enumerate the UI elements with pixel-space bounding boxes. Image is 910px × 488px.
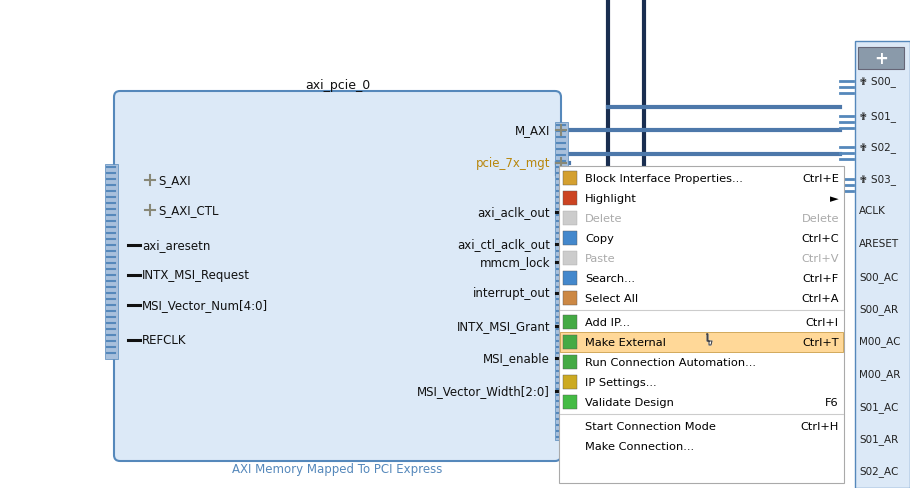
- Text: axi_aclk_out: axi_aclk_out: [478, 206, 550, 219]
- Text: Make External: Make External: [585, 337, 666, 347]
- Text: ARESET: ARESET: [859, 239, 899, 248]
- Bar: [563, 355, 577, 369]
- Text: mmcm_lock: mmcm_lock: [480, 256, 550, 269]
- Text: Add IP...: Add IP...: [585, 317, 630, 327]
- Text: Search...: Search...: [585, 273, 635, 284]
- Text: Highlight: Highlight: [585, 194, 637, 203]
- Text: axi_ctl_aclk_out: axi_ctl_aclk_out: [457, 238, 550, 251]
- Text: Ctrl+A: Ctrl+A: [802, 293, 839, 304]
- Text: ✟ S01_: ✟ S01_: [859, 111, 896, 122]
- Text: S_AXI: S_AXI: [158, 174, 190, 187]
- Polygon shape: [707, 334, 712, 346]
- Text: M_AXI: M_AXI: [515, 124, 550, 137]
- FancyBboxPatch shape: [114, 92, 561, 461]
- Bar: [563, 172, 577, 185]
- Text: pcie_7x_mgt: pcie_7x_mgt: [476, 157, 550, 170]
- Text: interrupt_out: interrupt_out: [472, 287, 550, 300]
- Text: ✟ S00_: ✟ S00_: [859, 77, 895, 87]
- Bar: [560, 332, 843, 352]
- Text: M00_AC: M00_AC: [859, 336, 901, 347]
- Text: Ctrl+T: Ctrl+T: [803, 337, 839, 347]
- Bar: [563, 212, 577, 225]
- Bar: [105, 164, 118, 359]
- Bar: [855, 42, 910, 488]
- Text: F6: F6: [825, 397, 839, 407]
- Text: S00_AC: S00_AC: [859, 272, 898, 283]
- Text: REFCLK: REFCLK: [142, 334, 187, 347]
- Text: INTX_MSI_Request: INTX_MSI_Request: [142, 269, 250, 282]
- Text: Select All: Select All: [585, 293, 638, 304]
- Text: Start Connection Mode: Start Connection Mode: [585, 421, 716, 431]
- Bar: [563, 375, 577, 389]
- Text: Validate Design: Validate Design: [585, 397, 674, 407]
- Text: S_AXI_CTL: S_AXI_CTL: [158, 204, 218, 217]
- Text: Make Connection...: Make Connection...: [585, 441, 694, 451]
- Text: Delete: Delete: [585, 214, 622, 224]
- Text: axi_aresetn: axi_aresetn: [142, 239, 210, 252]
- Text: INTX_MSI_Grant: INTX_MSI_Grant: [457, 320, 550, 333]
- Bar: [563, 271, 577, 285]
- Text: S01_AC: S01_AC: [859, 402, 898, 413]
- Text: ✟ S03_: ✟ S03_: [859, 174, 896, 185]
- Bar: [563, 291, 577, 305]
- Bar: [563, 192, 577, 205]
- Bar: [563, 315, 577, 329]
- Text: AXI Memory Mapped To PCI Express: AXI Memory Mapped To PCI Express: [232, 463, 442, 475]
- Text: Ctrl+C: Ctrl+C: [802, 234, 839, 244]
- Text: Paste: Paste: [585, 253, 616, 264]
- Bar: [559, 167, 844, 483]
- Text: S02_AC: S02_AC: [859, 466, 898, 476]
- Text: MSI_enable: MSI_enable: [483, 352, 550, 365]
- Bar: [563, 395, 577, 409]
- Text: Ctrl+F: Ctrl+F: [803, 273, 839, 284]
- Text: ACLK: ACLK: [859, 205, 885, 216]
- Text: Run Connection Automation...: Run Connection Automation...: [585, 357, 756, 367]
- Text: Block Interface Properties...: Block Interface Properties...: [585, 174, 743, 183]
- Text: Delete: Delete: [802, 214, 839, 224]
- Text: M00_AR: M00_AR: [859, 369, 900, 380]
- Text: Ctrl+E: Ctrl+E: [802, 174, 839, 183]
- Text: Ctrl+H: Ctrl+H: [801, 421, 839, 431]
- Text: ✟ S02_: ✟ S02_: [859, 142, 896, 153]
- Bar: [563, 335, 577, 349]
- Bar: [555, 123, 568, 440]
- Text: IP Settings...: IP Settings...: [585, 377, 657, 387]
- Text: +: +: [875, 50, 888, 68]
- Text: axi_pcie_0: axi_pcie_0: [305, 80, 370, 92]
- Text: MSI_Vector_Num[4:0]: MSI_Vector_Num[4:0]: [142, 299, 268, 312]
- Bar: [858, 48, 904, 70]
- Text: S01_AR: S01_AR: [859, 434, 898, 445]
- Bar: [563, 251, 577, 265]
- Text: MSI_Vector_Width[2:0]: MSI_Vector_Width[2:0]: [417, 385, 550, 398]
- Text: S00_AR: S00_AR: [859, 304, 898, 315]
- Text: Ctrl+V: Ctrl+V: [802, 253, 839, 264]
- Text: ►: ►: [830, 194, 839, 203]
- Bar: [563, 231, 577, 245]
- Text: Copy: Copy: [585, 234, 614, 244]
- Text: Ctrl+I: Ctrl+I: [806, 317, 839, 327]
